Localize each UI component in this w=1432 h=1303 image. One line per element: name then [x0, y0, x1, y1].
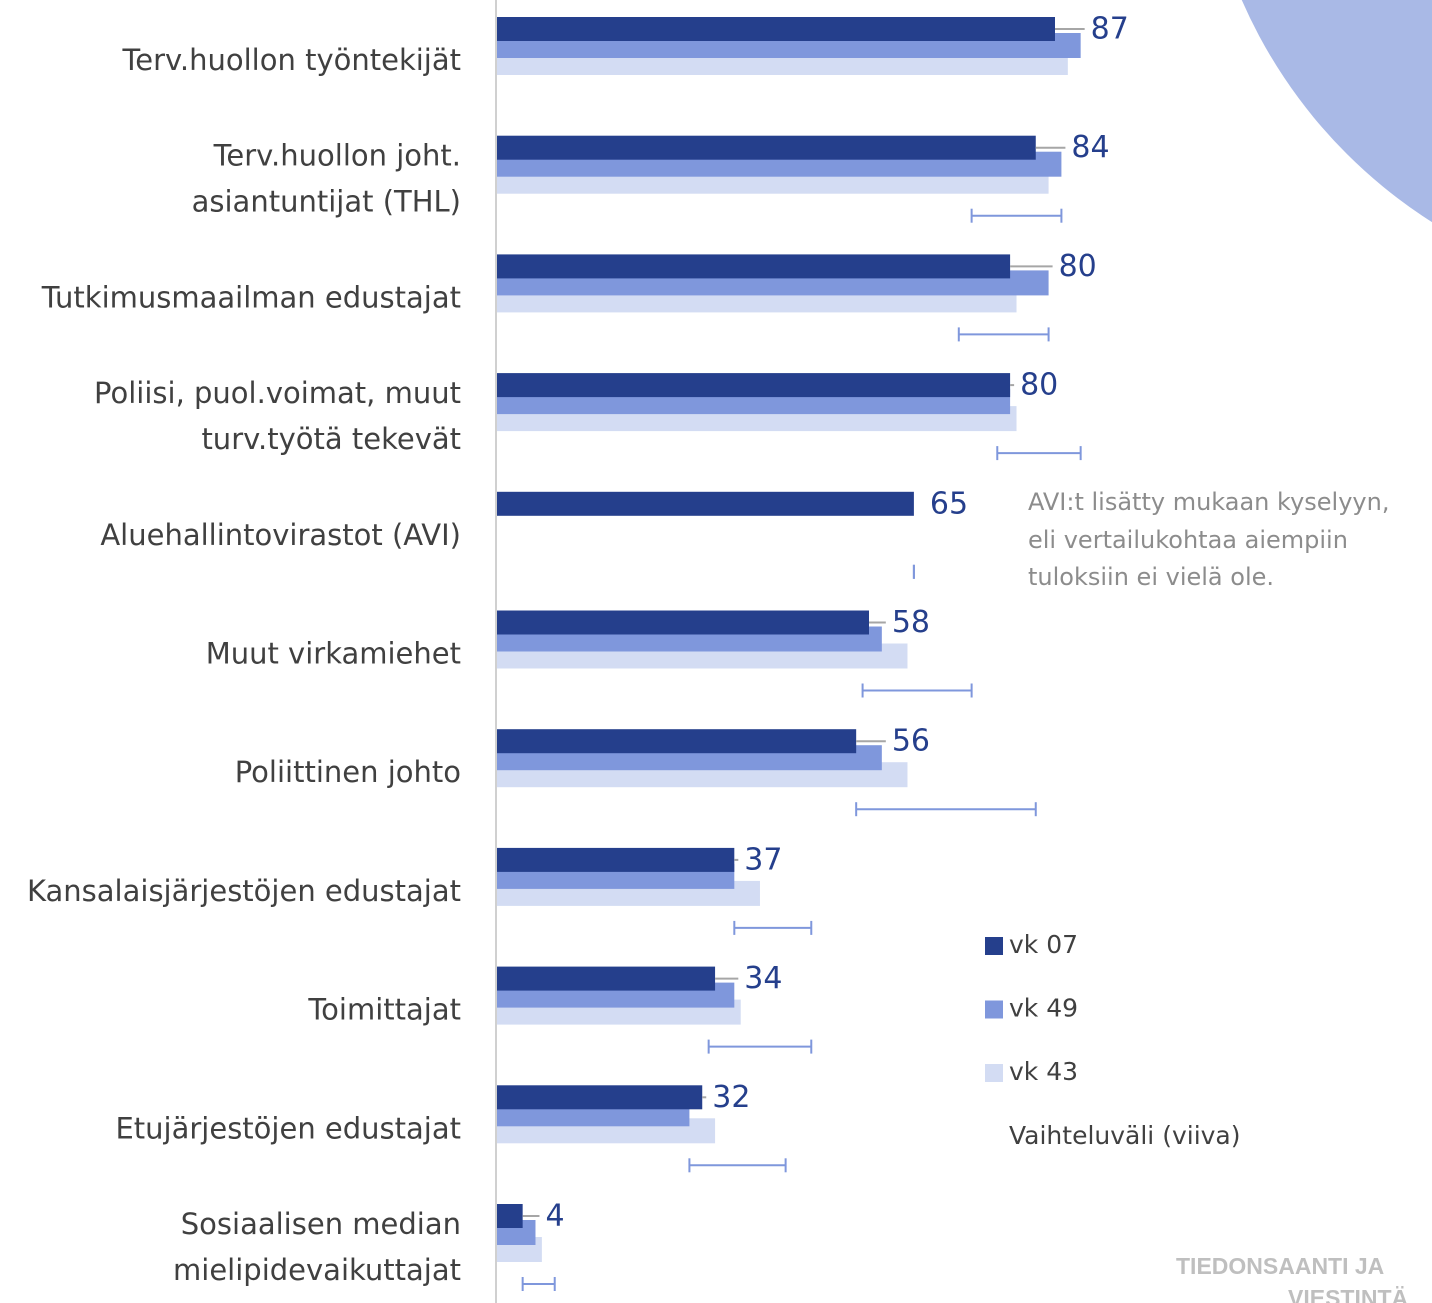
category-label: Sosiaalisen median	[181, 1207, 461, 1241]
value-label: 37	[744, 842, 782, 877]
value-label: 80	[1059, 249, 1097, 284]
logo-background	[1241, 0, 1432, 223]
range-line	[957, 327, 1050, 342]
bar	[497, 491, 914, 516]
legend-swatch	[985, 1064, 1003, 1082]
bar	[497, 966, 716, 991]
legend-swatch	[985, 1000, 1003, 1019]
footer: TIEDONSAANTI JA	[1176, 1253, 1384, 1279]
bar	[497, 847, 735, 872]
category-label: mielipidevaikuttajat	[173, 1253, 461, 1287]
category-label: Tutkimusmaailman edustajat	[41, 280, 461, 314]
value-label: 4	[545, 1199, 564, 1234]
legend-swatch	[985, 937, 1003, 955]
value-label: 34	[744, 961, 782, 996]
value-label: 58	[892, 605, 930, 640]
bar	[497, 610, 869, 635]
range-line	[861, 683, 973, 698]
category-label: Terv.huollon työntekijät	[121, 43, 461, 77]
range-line	[733, 920, 813, 935]
category-label: Toimittajat	[307, 993, 461, 1027]
category-label: asiantuntijat (THL)	[192, 185, 461, 219]
bar	[497, 373, 1011, 398]
legend-label: Vaihteluväli (viiva)	[1009, 1121, 1241, 1150]
category-label: Poliittinen johto	[235, 755, 461, 789]
bar	[497, 17, 1055, 41]
value-label: 87	[1091, 12, 1129, 47]
range-line	[688, 1158, 787, 1173]
bar	[497, 1085, 703, 1110]
annotation: tuloksiin ei vielä ole.	[1028, 563, 1274, 591]
category-label: Muut virkamiehet	[206, 637, 461, 671]
range-line	[707, 1039, 813, 1054]
category-label: Aluehallintovirastot (AVI)	[100, 518, 461, 552]
bar	[497, 135, 1036, 160]
bar	[497, 1204, 523, 1228]
bar	[497, 729, 857, 754]
value-label: 32	[712, 1080, 750, 1115]
range-line	[521, 1277, 556, 1291]
category-label: Terv.huollon joht.	[213, 139, 461, 173]
annotation: AVI:t lisätty mukaan kyselyyn,	[1028, 488, 1389, 516]
value-label: 65	[930, 486, 968, 521]
category-label: Etujärjestöjen edustajat	[115, 1111, 461, 1145]
category-label: turv.työtä tekevät	[201, 422, 461, 456]
value-label: 84	[1071, 130, 1109, 165]
annotation: eli vertailukohtaa aiempiin	[1028, 526, 1348, 554]
legend-label: vk 49	[1009, 994, 1078, 1023]
category-label: Kansalaisjärjestöjen edustajat	[27, 874, 461, 908]
range-line	[855, 802, 1037, 817]
value-label: 56	[892, 724, 930, 759]
range-line	[996, 446, 1082, 461]
bar	[497, 254, 1011, 279]
value-label: 80	[1020, 368, 1058, 403]
legend-label: vk 07	[1009, 930, 1078, 959]
range-line	[970, 208, 1063, 223]
footer: VIESTINTÄ	[1288, 1285, 1408, 1303]
legend-label: vk 43	[1009, 1057, 1078, 1086]
category-label: Poliisi, puol.voimat, muut	[94, 376, 461, 410]
